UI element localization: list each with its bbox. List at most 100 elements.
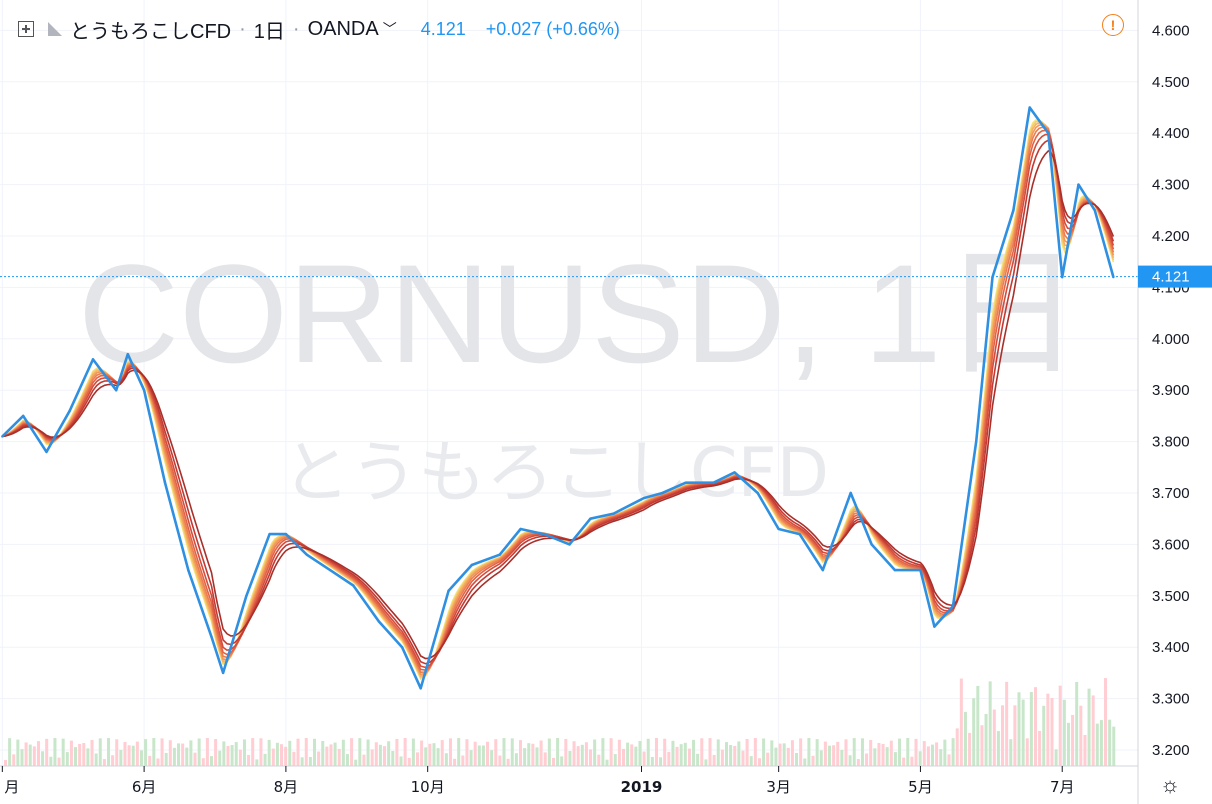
current-price-label: 4.121 — [1138, 265, 1212, 288]
volume-bar — [696, 753, 700, 766]
volume-bar — [172, 747, 176, 766]
volume-bar — [865, 753, 869, 766]
volume-bar — [564, 738, 568, 766]
exchange-label[interactable]: OANDA — [307, 17, 379, 40]
ma-ribbon — [1, 119, 1115, 681]
volume-bar — [329, 744, 333, 766]
volume-bar — [1091, 695, 1095, 766]
volume-bar — [498, 755, 502, 766]
flag-icon[interactable] — [48, 22, 62, 36]
alert-circle-icon[interactable]: ! — [1102, 14, 1124, 36]
volume-bar — [461, 755, 465, 766]
volume-bar — [836, 741, 840, 766]
volume-bar — [82, 742, 86, 766]
volume-bar — [251, 738, 255, 766]
volume-bar — [1038, 730, 1042, 766]
price-point — [1, 435, 4, 438]
volume-bar — [234, 742, 238, 766]
volume-bar — [893, 752, 897, 766]
volume-bar — [1042, 705, 1046, 766]
volume-bar — [288, 740, 292, 766]
volume-bar — [1079, 705, 1083, 766]
volume-bar — [90, 739, 94, 766]
price-tick-label: 3.400 — [1152, 639, 1190, 656]
volume-bar — [205, 738, 209, 766]
volume-bar — [275, 742, 279, 766]
price-point — [893, 568, 897, 572]
volume-bar — [1025, 738, 1029, 766]
price-point — [328, 568, 332, 572]
volume-bar — [300, 757, 304, 766]
volume-bar — [634, 746, 638, 766]
price-point — [91, 358, 95, 361]
volume-bar — [877, 742, 881, 766]
volume-bar — [725, 742, 728, 766]
symbol-name[interactable]: とうもろこしCFD — [70, 20, 232, 43]
volume-bar — [844, 739, 848, 766]
time-tick-label: 7月 — [1050, 778, 1075, 796]
price-point — [684, 481, 687, 484]
price-point — [187, 568, 190, 572]
volume-bar — [457, 738, 461, 766]
volume-bar — [139, 750, 143, 766]
volume-bar — [1104, 678, 1108, 766]
price-point — [352, 584, 355, 587]
volume-bar — [1034, 687, 1037, 766]
volume-bar — [786, 747, 790, 766]
ribbon-line — [2, 126, 1115, 674]
volume-bar — [601, 738, 605, 766]
interval-label[interactable]: 1日 — [253, 20, 285, 43]
volume-bar — [374, 742, 378, 766]
volume-bar — [1017, 692, 1021, 766]
volume-bar — [16, 739, 20, 766]
volume-bar — [556, 738, 560, 766]
price-tick-label: 4.000 — [1152, 331, 1190, 348]
price-tick-label: 3.600 — [1152, 536, 1190, 553]
volume-bar — [86, 748, 90, 766]
price-point — [661, 491, 664, 495]
price-point — [245, 594, 248, 597]
volume-bar — [189, 740, 193, 766]
volume-bar — [391, 751, 395, 766]
volume-bar — [255, 759, 259, 766]
price-point — [268, 532, 271, 536]
volume-bar — [687, 748, 691, 766]
ribbon-line — [2, 129, 1115, 671]
price-point — [568, 543, 571, 546]
price-tick-label: 3.300 — [1152, 691, 1190, 708]
volume-bar — [12, 754, 16, 766]
symbol-legend: とうもろこしCFD · 1日 · OANDA ﹀ 4.121 +0.027 (+… — [18, 14, 620, 44]
volume-bar — [304, 738, 308, 766]
volume-bar — [935, 742, 939, 766]
volume-bar — [345, 754, 349, 766]
plus-box-icon[interactable] — [18, 21, 34, 37]
price-point — [1077, 183, 1080, 186]
chevron-down-icon[interactable]: ﹀ — [382, 21, 397, 37]
volume-bar — [185, 747, 189, 766]
price-point — [1047, 132, 1050, 135]
volume-bar — [432, 743, 436, 766]
volume-bar — [770, 740, 774, 766]
price-point — [919, 568, 922, 572]
volume-bar — [712, 754, 716, 766]
volume-bars — [4, 678, 1116, 766]
volume-bar — [465, 739, 469, 766]
price-point — [519, 527, 522, 531]
volume-bar — [988, 681, 992, 766]
volume-bar — [222, 741, 226, 766]
volume-bar — [98, 738, 102, 766]
volume-bar — [296, 738, 300, 766]
volume-bar — [1009, 739, 1013, 766]
volume-bar — [535, 747, 539, 766]
volume-bar — [593, 739, 597, 766]
volume-bar — [659, 757, 663, 766]
volume-bar — [448, 738, 452, 766]
price-point — [642, 496, 646, 500]
volume-bar — [135, 741, 139, 766]
price-point — [22, 414, 25, 418]
volume-bar — [69, 740, 73, 766]
price-point — [305, 553, 309, 556]
gear-icon[interactable]: ☼ — [1160, 772, 1181, 797]
volume-bar — [362, 754, 366, 766]
